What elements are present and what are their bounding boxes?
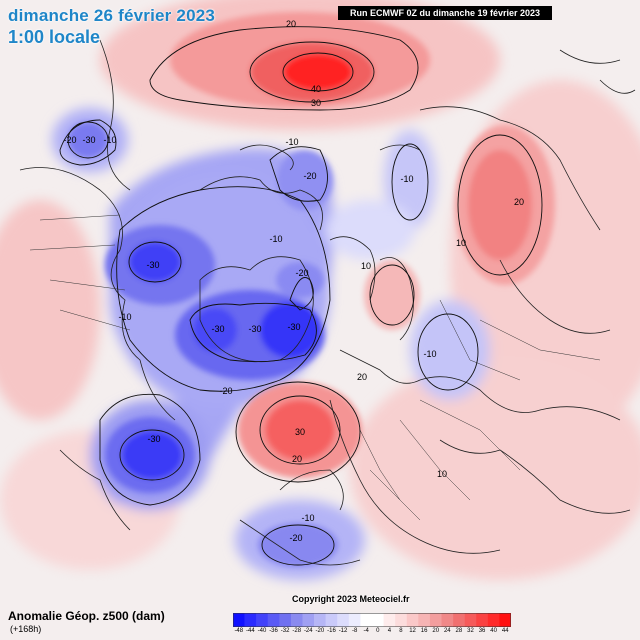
contour-label: -20 — [219, 386, 232, 396]
color-scale-swatch — [441, 613, 454, 627]
color-scale-swatch — [383, 613, 396, 627]
color-scale-tick-label: -8 — [351, 628, 358, 634]
color-scale-swatch — [244, 613, 257, 627]
contour-label: -10 — [269, 234, 282, 244]
color-scale-swatch — [348, 613, 361, 627]
color-scale-swatch — [290, 613, 303, 627]
color-scale-swatch — [325, 613, 338, 627]
contour-label: -30 — [146, 260, 159, 270]
color-scale-tick-label: -32 — [280, 628, 290, 634]
contour-label: -10 — [400, 174, 413, 184]
color-scale-tick-label: -16 — [327, 628, 336, 634]
contour-label: -30 — [211, 324, 224, 334]
contour-label: 20 — [357, 372, 367, 382]
contour-label: -20 — [63, 135, 76, 145]
contour-label: -10 — [423, 349, 436, 359]
color-scale-tick-label: -40 — [257, 628, 267, 634]
contour-label: -20 — [303, 171, 316, 181]
contour-lines — [59, 26, 543, 566]
color-scale-tick-label: -28 — [292, 628, 302, 634]
color-scale-tick-label: -48 — [234, 628, 244, 634]
color-scale-ticks: -48 -44 -40 -36 -32 -28 -24 -20 -16 -12 -8 -4 0 4 8 12 1… — [233, 628, 511, 638]
color-scale-swatch — [337, 613, 350, 627]
run-info-badge: Run ECMWF 0Z du dimanche 19 février 2023 — [338, 6, 552, 20]
color-scale-swatch — [279, 613, 292, 627]
color-scale-swatch — [499, 613, 511, 627]
contour-label: -10 — [301, 513, 314, 523]
contour-label: 20 — [514, 197, 524, 207]
contour-label: -30 — [82, 135, 95, 145]
contour-labels: 20 40 30 -20 -30 -10 -10 -10 20 10 -20 -10 -30 -20 10 -… — [63, 19, 524, 543]
color-scale-swatch — [476, 613, 489, 627]
color-scale-tick-label: -20 — [315, 628, 325, 634]
forecast-lead-time: (+168h) — [10, 624, 42, 634]
contour-label: 20 — [292, 454, 302, 464]
forecast-date: dimanche 26 février 2023 — [8, 6, 216, 25]
contour-label: 10 — [361, 261, 371, 271]
color-scale-tick-label: -24 — [303, 628, 313, 634]
color-scale-tick-label: 44 — [501, 628, 509, 634]
color-scale-swatch — [256, 613, 269, 627]
color-scale-tick-label: 16 — [420, 628, 428, 634]
contour-label: -10 — [103, 135, 116, 145]
color-scale-swatch — [487, 613, 500, 627]
contour-label: 40 — [311, 84, 321, 94]
color-scale-swatch — [314, 613, 326, 627]
map-title: Anomalie Géop. z500 (dam) — [8, 609, 165, 623]
color-scale-swatch — [233, 613, 245, 627]
color-scale-tick-label: -4 — [363, 628, 369, 634]
color-scale-tick-label: 8 — [399, 628, 403, 634]
color-scale-swatch — [395, 613, 408, 627]
color-scale-tick-label: 12 — [409, 628, 416, 634]
color-scale-tick-label: 36 — [478, 628, 486, 634]
contour-label: -30 — [248, 324, 261, 334]
color-scale-swatch — [453, 613, 465, 627]
color-scale-swatch — [302, 613, 315, 627]
color-scale-swatch — [360, 613, 373, 627]
contour-label: 20 — [286, 19, 296, 29]
color-scale-swatch — [429, 613, 442, 627]
contour-label: -10 — [285, 137, 298, 147]
contour-label: 30 — [311, 98, 321, 108]
color-scale-tick-label: -36 — [269, 628, 278, 634]
color-scale-tick-label: -12 — [338, 628, 348, 634]
contour-label: 30 — [295, 427, 305, 437]
color-scale-swatch — [406, 613, 419, 627]
contour-label: 10 — [456, 238, 466, 248]
contour-label: -10 — [118, 312, 131, 322]
color-scale-swatch — [418, 613, 431, 627]
color-scale-tick-label: 32 — [467, 628, 474, 634]
color-scale-border — [233, 613, 511, 627]
color-scale-swatch — [372, 613, 384, 627]
contour-label: 10 — [437, 469, 447, 479]
coastlines — [19, 39, 636, 566]
color-scale-tick-label: 20 — [432, 628, 440, 634]
color-scale-tick-label: 24 — [443, 628, 451, 634]
borders — [29, 214, 601, 521]
color-scale-tick-label: 4 — [387, 628, 392, 634]
contour-label: -30 — [287, 322, 300, 332]
contour-label: -20 — [289, 533, 302, 543]
color-scale-swatch — [464, 613, 477, 627]
color-scale-bar — [233, 613, 511, 627]
color-scale-tick-label: -44 — [246, 628, 255, 634]
copyright-text: Copyright 2023 Meteociel.fr — [292, 594, 410, 604]
contour-label: -30 — [147, 434, 160, 444]
contour-label: -20 — [295, 268, 308, 278]
color-scale-tick-label: 40 — [490, 628, 497, 634]
forecast-time: 1:00 locale — [8, 27, 101, 47]
color-scale-swatch — [267, 613, 280, 627]
color-scale-tick-label: 28 — [455, 628, 463, 634]
color-scale-tick-label: 0 — [376, 628, 380, 634]
